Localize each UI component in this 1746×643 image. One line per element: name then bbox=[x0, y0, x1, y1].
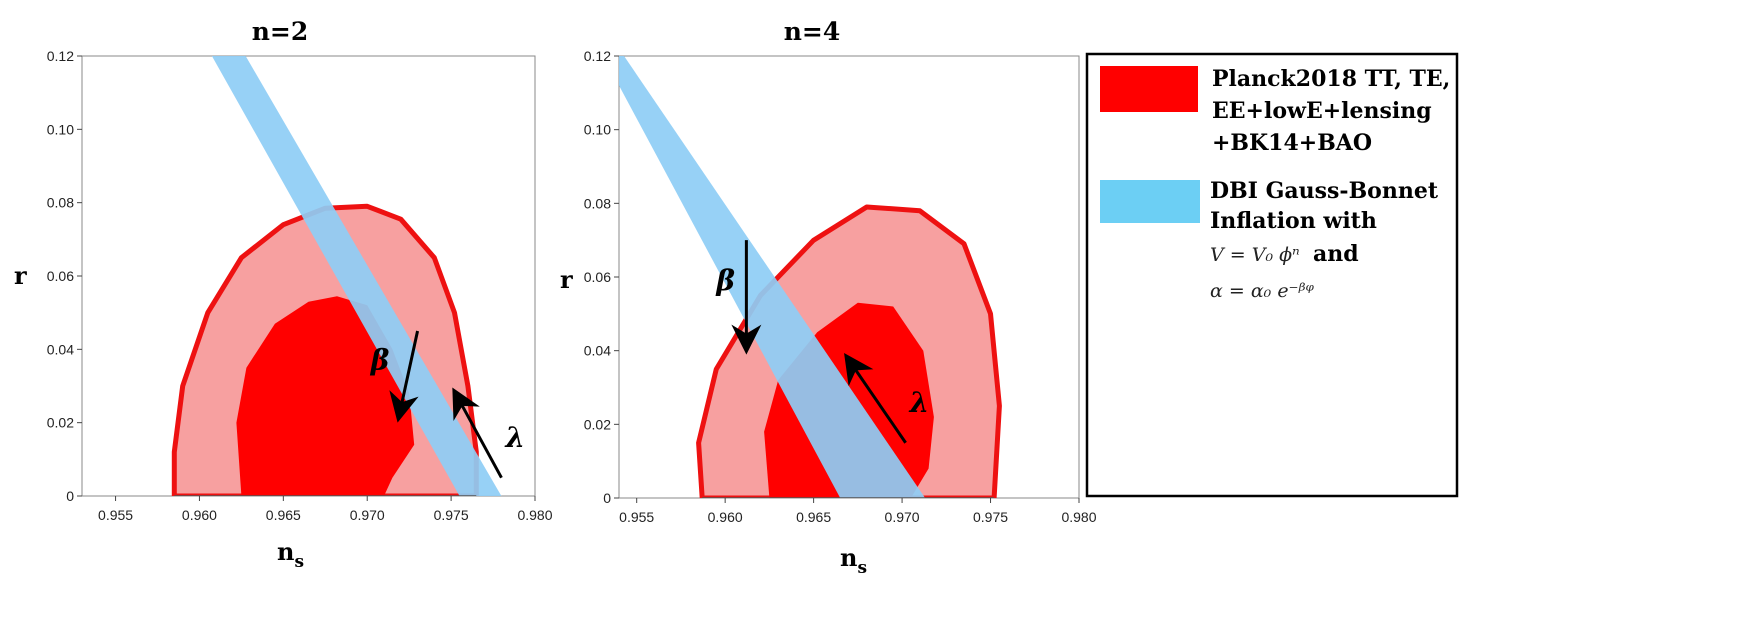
legend-formula-coupling: α = α₀ e⁻ᵝᵠ bbox=[1210, 280, 1315, 302]
svg-text:EE+lowE+lensing: EE+lowE+lensing bbox=[1212, 98, 1432, 124]
model-prediction-band bbox=[619, 56, 926, 498]
y-tick-label: 0.08 bbox=[584, 195, 611, 211]
svg-text:and: and bbox=[1313, 241, 1359, 267]
annotation-label: β bbox=[370, 344, 390, 377]
svg-text:DBI Gauss-Bonnet: DBI Gauss-Bonnet bbox=[1210, 178, 1439, 204]
legend-formula-potential: V = V₀ ϕⁿ bbox=[1210, 244, 1300, 266]
svg-text:α = α₀ e⁻ᵝᵠ: α = α₀ e⁻ᵝᵠ bbox=[1210, 280, 1315, 302]
annotation-label: β bbox=[715, 264, 735, 297]
x-tick-label: 0.965 bbox=[266, 507, 301, 523]
x-tick-label: 0.970 bbox=[885, 509, 920, 525]
panel-title: n=4 bbox=[784, 17, 841, 46]
chart-panel-n4: n=4 0.955 0.960 0.965 0.970 0.975 0.980 0 0.02 0… bbox=[560, 17, 1097, 578]
annotation-arrow bbox=[452, 387, 503, 479]
x-tick-label: 0.975 bbox=[973, 509, 1008, 525]
legend-formula-and: and bbox=[1313, 241, 1359, 267]
x-tick-label: 0.955 bbox=[619, 509, 654, 525]
x-axis-label: ns bbox=[840, 543, 867, 578]
x-tick-label: 0.965 bbox=[796, 509, 831, 525]
legend-planck-line3: +BK14+BAO bbox=[1212, 130, 1372, 156]
y-tick-label: 0 bbox=[603, 490, 611, 506]
y-tick-label: 0.10 bbox=[584, 122, 611, 138]
x-tick-label: 0.970 bbox=[350, 507, 385, 523]
y-tick-label: 0.04 bbox=[47, 341, 74, 357]
x-tick-label: 0.960 bbox=[182, 507, 217, 523]
y-tick-label: 0.10 bbox=[47, 121, 74, 137]
legend-frame bbox=[1085, 52, 1459, 498]
y-tick-label: 0.06 bbox=[584, 269, 611, 285]
x-tick-label: 0.975 bbox=[434, 507, 469, 523]
chart-panel-n2: n=2 0.955 0.960 0.965 0.970 0.975 0.980 0 0.02 0… bbox=[14, 17, 553, 572]
annotation-arrow bbox=[844, 353, 907, 444]
x-tick-label: 0.960 bbox=[708, 509, 743, 525]
annotation-arrow bbox=[389, 330, 420, 423]
legend-model-line1: DBI Gauss-Bonnet bbox=[1210, 178, 1439, 204]
y-axis-label: r bbox=[14, 261, 27, 290]
svg-text:Inflation with: Inflation with bbox=[1210, 208, 1377, 234]
model-prediction-band bbox=[211, 56, 502, 496]
legend: Planck2018 TT, TE, EE+lowE+lensing +BK14… bbox=[1085, 52, 1459, 498]
panel-title: n=2 bbox=[252, 17, 309, 46]
y-axis-label: r bbox=[560, 265, 573, 294]
svg-text:+BK14+BAO: +BK14+BAO bbox=[1212, 130, 1372, 156]
y-tick-label: 0.06 bbox=[47, 268, 74, 284]
legend-planck-line2: EE+lowE+lensing bbox=[1212, 98, 1432, 124]
legend-swatch-planck bbox=[1100, 66, 1198, 112]
x-tick-label: 0.980 bbox=[517, 507, 552, 523]
annotation-label: λ bbox=[909, 386, 930, 419]
annotation-label: λ bbox=[504, 421, 525, 454]
x-tick-label: 0.980 bbox=[1061, 509, 1096, 525]
y-tick-label: 0.08 bbox=[47, 195, 74, 211]
y-tick-label: 0.12 bbox=[584, 48, 611, 64]
x-axis-label: ns bbox=[277, 537, 304, 572]
x-tick-label: 0.955 bbox=[98, 507, 133, 523]
y-tick-label: 0.04 bbox=[584, 343, 611, 359]
svg-text:V = V₀ ϕⁿ: V = V₀ ϕⁿ bbox=[1210, 244, 1300, 266]
contour-68-region bbox=[236, 296, 415, 496]
y-tick-label: 0.02 bbox=[47, 415, 74, 431]
legend-planck-line1: Planck2018 TT, TE, bbox=[1212, 66, 1450, 92]
legend-model-line2: Inflation with bbox=[1210, 208, 1377, 234]
y-tick-label: 0 bbox=[66, 488, 74, 504]
legend-swatch-model bbox=[1100, 180, 1200, 223]
y-tick-label: 0.02 bbox=[584, 416, 611, 432]
y-tick-label: 0.12 bbox=[47, 48, 74, 64]
svg-text:Planck2018 TT, TE,: Planck2018 TT, TE, bbox=[1212, 66, 1450, 92]
